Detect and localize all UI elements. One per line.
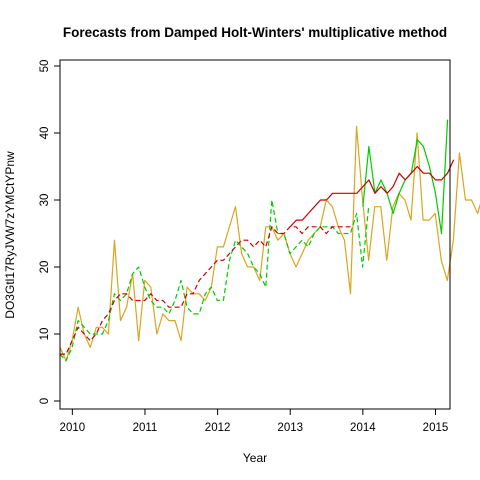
x-tick-label-2011: 2011 (133, 422, 158, 434)
series-line-3 (60, 226, 351, 355)
series-layer (59, 119, 480, 362)
x-tick-label-2012: 2012 (205, 422, 231, 434)
y-axis-label: DO3Gtl17RyJVW7zYMCtYPnw (3, 151, 17, 319)
y-tick-label-40: 40 (39, 127, 51, 140)
y-tick-label-50: 50 (39, 60, 51, 73)
x-tick-label-2014: 2014 (350, 422, 376, 434)
plot-area-frame (59, 59, 451, 410)
x-axis: 2010 2011 2012 2013 2014 2015 (60, 409, 449, 434)
y-tick-label-0: 0 (39, 398, 51, 404)
x-tick-label-2013: 2013 (277, 422, 303, 434)
y-tick-label-30: 30 (39, 194, 51, 207)
y-tick-label-20: 20 (39, 261, 51, 274)
x-tick-label-2015: 2015 (423, 422, 449, 434)
series-line-4 (289, 159, 455, 228)
chart-title: Forecasts from Damped Holt-Winters' mult… (63, 25, 447, 40)
y-tick-label-10: 10 (39, 328, 51, 341)
x-axis-label: Year (243, 451, 267, 465)
x-tick-label-2010: 2010 (60, 422, 86, 434)
series-line-1 (59, 199, 370, 362)
y-axis: 0 10 20 30 40 50 (39, 60, 60, 404)
